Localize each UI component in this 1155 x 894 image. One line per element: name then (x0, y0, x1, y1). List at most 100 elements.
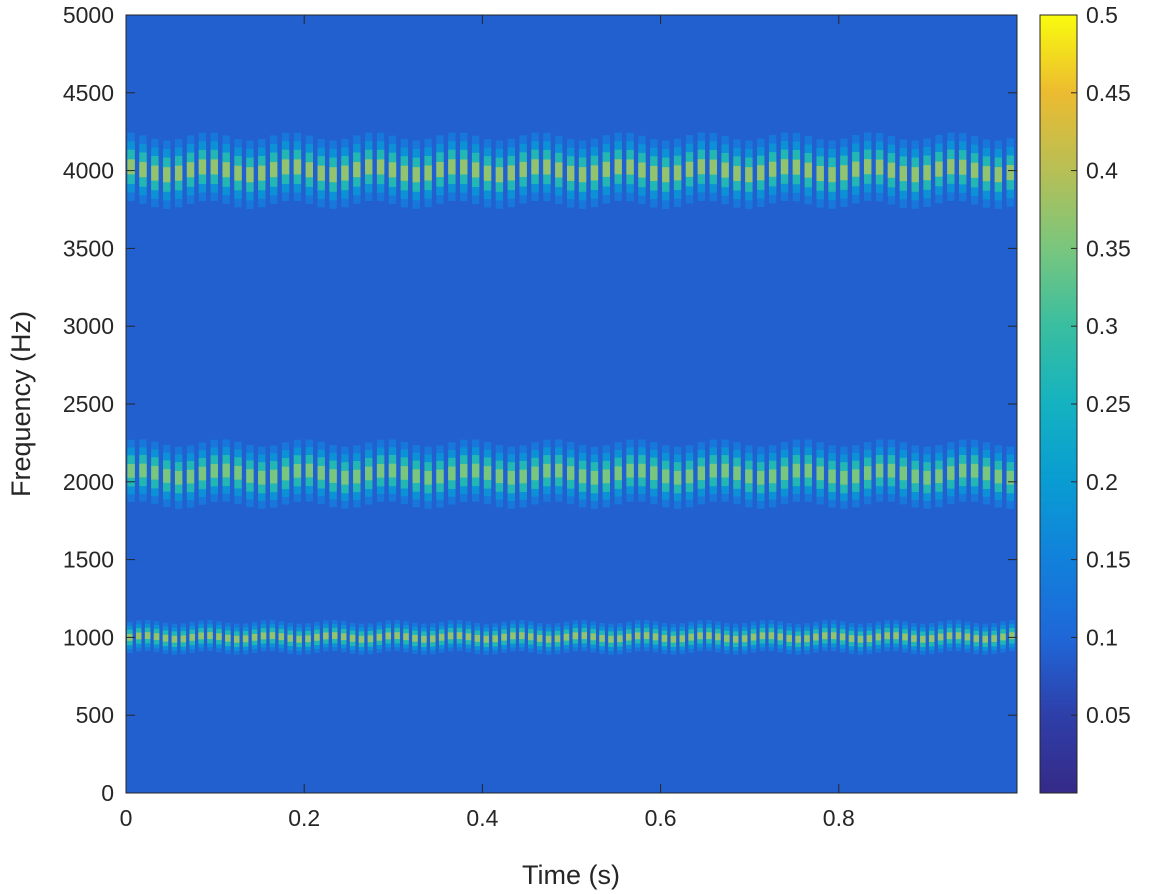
band-cell (982, 166, 991, 182)
band-cell (590, 470, 599, 485)
band-cell (697, 466, 706, 481)
band-cell (430, 635, 436, 643)
y-axis-title: Frequency (Hz) (6, 311, 36, 497)
colorbar-tick-label: 0.35 (1086, 235, 1131, 261)
band-cell (127, 159, 135, 175)
band-cell (376, 633, 383, 641)
band-cell (198, 159, 207, 175)
band-cell (887, 463, 896, 478)
band-cell (531, 159, 539, 175)
band-cell (507, 165, 515, 181)
band-cell (388, 162, 397, 178)
band-cell (768, 161, 777, 177)
band-cell (492, 635, 498, 643)
band-cell (358, 635, 365, 643)
band-cell (662, 167, 670, 183)
band-cell (590, 165, 599, 181)
band-cell (216, 633, 222, 641)
band-cell (638, 162, 646, 178)
band-cell (436, 469, 444, 484)
band-cell (848, 635, 855, 642)
band-cell (483, 466, 492, 480)
band-cell (863, 159, 872, 175)
band-cell (269, 469, 278, 484)
band-cell (828, 469, 836, 484)
band-cell (424, 470, 432, 485)
band-cell (495, 167, 504, 183)
band-cell (281, 159, 290, 175)
band-cell (741, 635, 748, 643)
colorbar-ticks: 0.05 0.1 0.15 0.2 0.25 0.3 0.35 0.4 0.45 0.5 (1071, 2, 1131, 728)
band-cell (388, 463, 397, 478)
band-cell (258, 470, 266, 485)
band-cell (828, 167, 836, 183)
band-cell (555, 463, 563, 478)
band-cell (673, 165, 682, 181)
band-cell (935, 161, 943, 177)
colorbar-tick-label: 0.2 (1086, 469, 1118, 495)
band-cell (412, 634, 418, 642)
band-cell (341, 165, 349, 181)
band-cell (813, 633, 819, 641)
band-cell (706, 632, 712, 640)
band-cell (507, 470, 515, 485)
band-cell (376, 463, 385, 478)
band-cell (1009, 632, 1015, 640)
band-cell (697, 632, 703, 640)
band-cell (153, 633, 160, 641)
band-cell (732, 635, 739, 643)
spectrogram-bands (127, 132, 1015, 655)
colorbar-tick-label: 0.15 (1086, 547, 1131, 573)
band-cell (599, 634, 605, 642)
band-cell (928, 635, 935, 642)
band-cell (424, 165, 432, 181)
band-cell (186, 162, 195, 178)
band-cell (329, 469, 337, 483)
band-cell (662, 469, 670, 484)
band-cell (519, 161, 527, 177)
colorbar: 0.05 0.1 0.15 0.2 0.25 0.3 0.35 0.4 0.45 0.5 (1039, 2, 1131, 794)
band-cell (233, 635, 240, 643)
band-cell (617, 635, 623, 643)
band-cell (804, 463, 812, 478)
band-cell (519, 632, 525, 640)
band-cell (421, 635, 427, 643)
band-cell (970, 463, 979, 478)
band-cell (222, 162, 230, 178)
band-cell (198, 632, 204, 640)
band-cell (305, 463, 313, 478)
band-cell (679, 635, 686, 643)
band-cell (572, 632, 579, 640)
band-cell (281, 466, 290, 481)
band-cell (545, 635, 552, 643)
band-cell (638, 463, 646, 478)
band-cell (887, 162, 896, 178)
band-cell (180, 635, 187, 643)
band-cell (816, 466, 824, 481)
band-cell (189, 633, 195, 641)
band-cell (973, 635, 980, 642)
band-cell (661, 635, 668, 642)
band-cell (456, 632, 463, 640)
band-cell (902, 633, 908, 641)
band-cell (162, 634, 169, 642)
band-cell (139, 162, 147, 178)
band-cell (296, 635, 302, 643)
band-cell (163, 469, 171, 483)
band-cell (305, 635, 311, 643)
band-cell (804, 635, 810, 643)
band-cell (222, 463, 230, 478)
band-cell (400, 466, 409, 480)
y-tick-label: 1500 (63, 547, 114, 573)
band-cell (210, 159, 218, 175)
colorbar-tick-label: 0.05 (1086, 702, 1131, 728)
band-cell (626, 633, 632, 641)
frequency-band (127, 620, 1015, 655)
band-cell (367, 635, 374, 643)
band-cell (269, 632, 276, 640)
band-cell (465, 633, 472, 641)
x-tick-label: 0.8 (823, 805, 855, 831)
band-cell (709, 463, 717, 478)
band-cell (471, 162, 480, 178)
